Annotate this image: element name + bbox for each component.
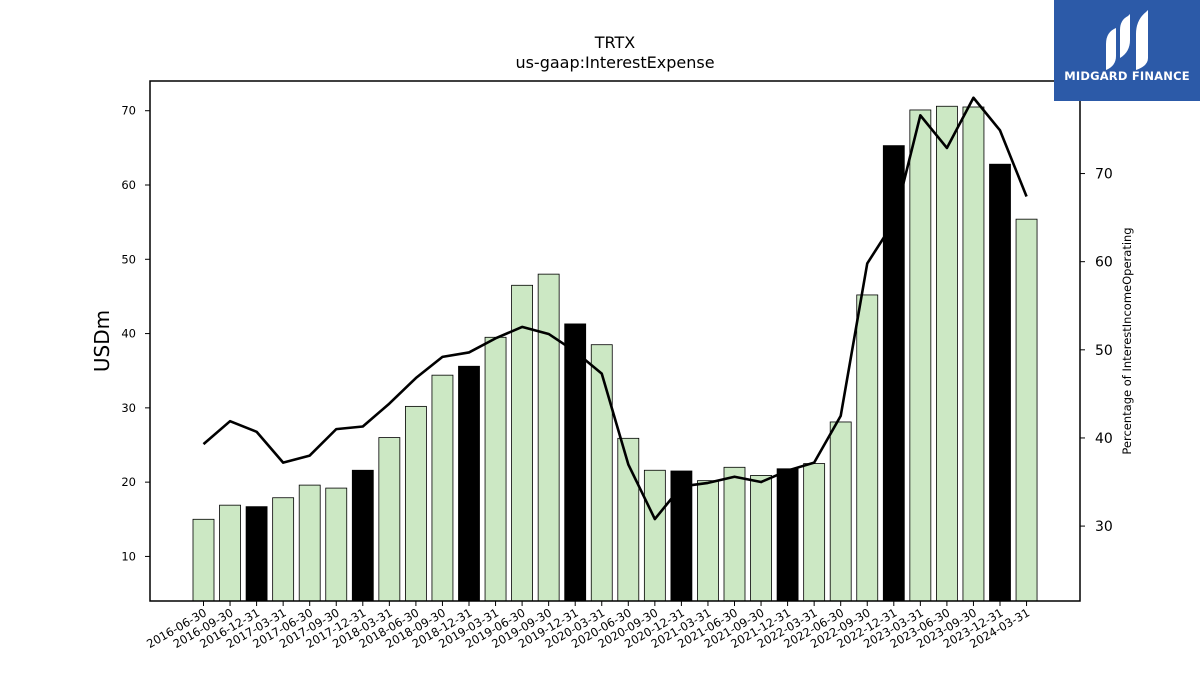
y2-tick-label: 60 bbox=[1095, 255, 1113, 271]
bar bbox=[697, 480, 719, 602]
y2-tick-label: 40 bbox=[1095, 431, 1113, 447]
chart-subtitle: us-gaap:InterestExpense bbox=[515, 53, 714, 72]
bar bbox=[750, 475, 772, 602]
y-tick-label: 60 bbox=[121, 178, 136, 192]
y2-axis-label: Percentage of InterestIncomeOperating bbox=[1120, 227, 1134, 454]
plot-frame bbox=[149, 80, 1081, 602]
bar bbox=[882, 145, 905, 602]
bar bbox=[829, 421, 852, 602]
bar bbox=[219, 504, 241, 602]
bar bbox=[962, 106, 985, 602]
y-axis-label: USDm bbox=[90, 310, 114, 372]
bar bbox=[325, 487, 348, 602]
y-tick-label: 70 bbox=[121, 104, 136, 118]
bar bbox=[272, 497, 295, 602]
bar bbox=[351, 469, 374, 602]
midgard-logo-icon bbox=[1106, 10, 1148, 70]
bar bbox=[670, 470, 693, 602]
bar bbox=[723, 466, 746, 602]
bar bbox=[803, 463, 826, 602]
y-tick-label: 50 bbox=[121, 252, 136, 266]
y-tick-label: 40 bbox=[121, 327, 136, 341]
bar bbox=[537, 273, 560, 602]
series-line bbox=[202, 96, 1028, 521]
chart-title: TRTX bbox=[594, 33, 636, 52]
bar bbox=[989, 163, 1011, 602]
bar bbox=[590, 344, 613, 602]
bar bbox=[484, 336, 507, 602]
bar bbox=[245, 506, 268, 602]
y2-tick-label: 70 bbox=[1095, 167, 1113, 183]
bar bbox=[511, 284, 534, 602]
bar bbox=[909, 109, 932, 602]
bar bbox=[404, 405, 427, 602]
y2-tick-label: 50 bbox=[1095, 343, 1113, 359]
y-tick-label: 20 bbox=[121, 475, 136, 489]
bar bbox=[1015, 218, 1038, 602]
bar bbox=[776, 468, 799, 602]
bar bbox=[856, 294, 879, 602]
bar bbox=[643, 469, 666, 602]
bar bbox=[378, 437, 401, 602]
bar bbox=[458, 365, 480, 602]
logo-text: MIDGARD FINANCE bbox=[1064, 69, 1190, 83]
y-tick-label: 30 bbox=[121, 401, 136, 415]
bar bbox=[298, 484, 321, 602]
bar bbox=[936, 105, 958, 602]
y2-tick-label: 30 bbox=[1095, 519, 1113, 535]
bar bbox=[564, 323, 587, 602]
bar bbox=[192, 518, 215, 602]
brand-logo: MIDGARD FINANCE bbox=[1054, 0, 1200, 101]
y-tick-label: 10 bbox=[121, 549, 136, 563]
bar bbox=[431, 374, 454, 602]
